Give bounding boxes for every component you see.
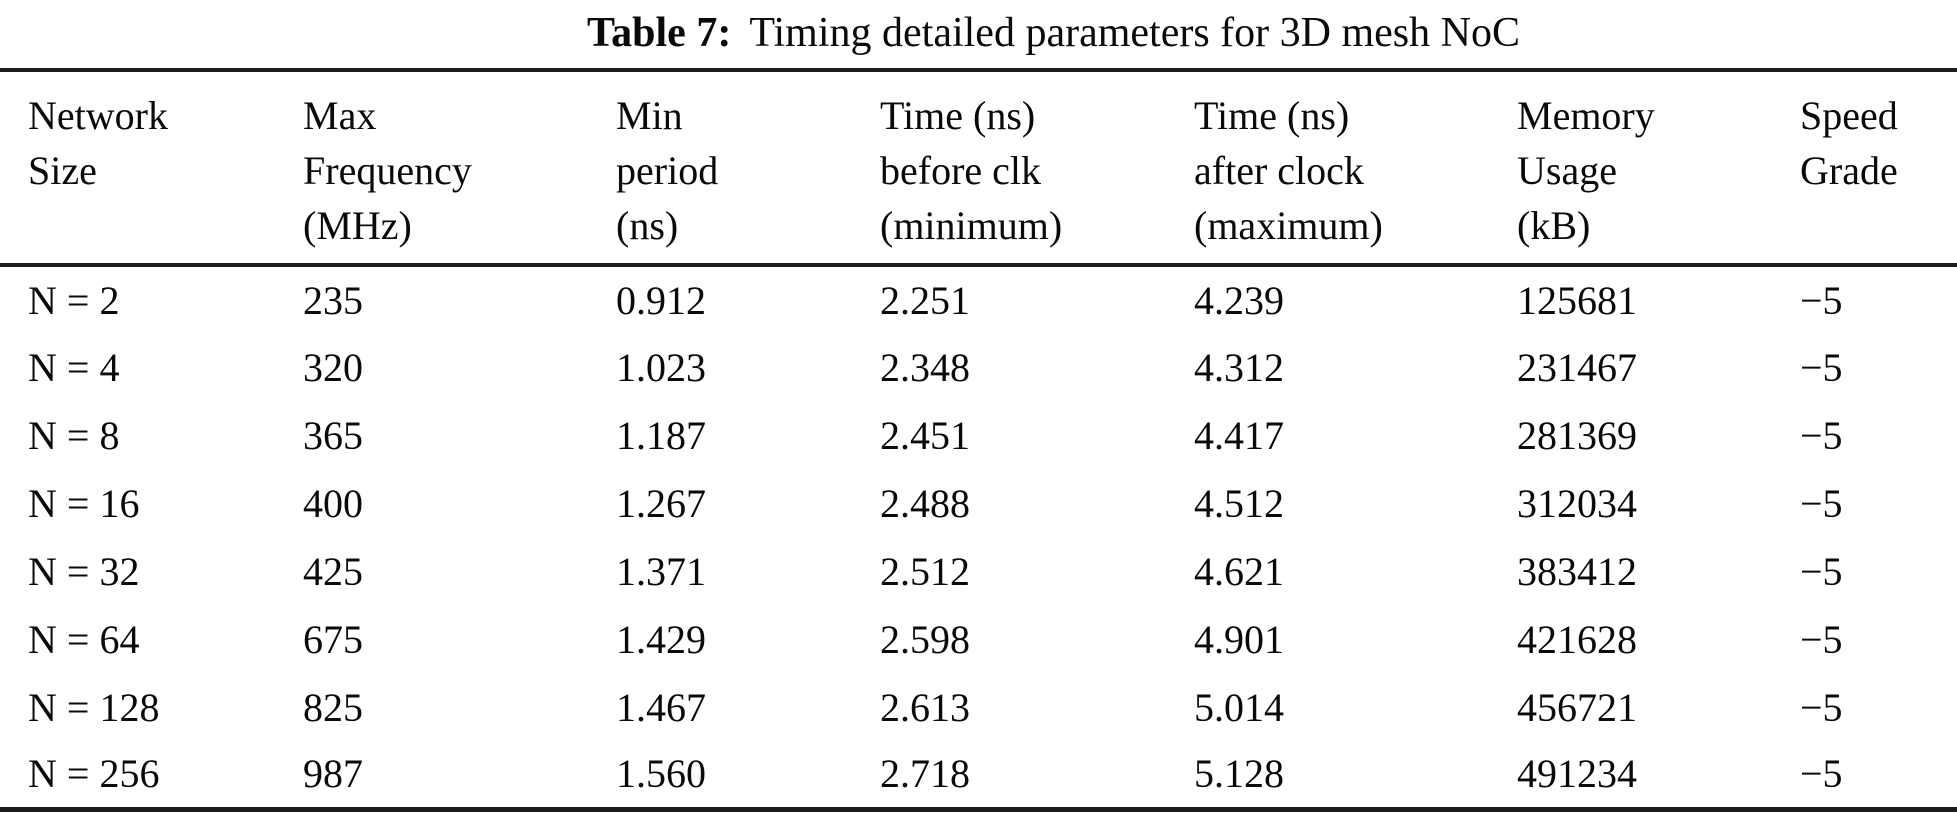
cell-network-size: N = 16 (28, 480, 140, 526)
cell-network-size: N = 4 (28, 344, 120, 390)
table-header-row: Network Size Max Frequency (MHz) Min per… (0, 70, 1957, 267)
column-header-speed-grade: Speed Grade (1800, 70, 1957, 267)
cell-time-before-clk: 2.348 (880, 344, 970, 390)
cell-memory-usage: 421628 (1517, 616, 1637, 662)
cell-time-before-clk: 2.251 (880, 277, 970, 323)
cell-min-period: 1.429 (616, 616, 706, 662)
cell-time-before-clk: 2.512 (880, 548, 970, 594)
cell-max-frequency: 425 (303, 548, 363, 594)
cell-time-before-clk: 2.718 (880, 751, 970, 797)
table-row: N = 256 987 1.560 2.718 5.128 491234 −5 (0, 741, 1957, 809)
table-row: N = 32 425 1.371 2.512 4.621 383412 −5 (0, 537, 1957, 605)
cell-min-period: 1.467 (616, 684, 706, 730)
column-header-network-size: Network Size (0, 70, 303, 267)
cell-max-frequency: 825 (303, 684, 363, 730)
cell-speed-grade: −5 (1800, 412, 1843, 458)
cell-memory-usage: 281369 (1517, 412, 1637, 458)
cell-memory-usage: 312034 (1517, 480, 1637, 526)
column-header-max-frequency: Max Frequency (MHz) (303, 70, 616, 267)
cell-max-frequency: 987 (303, 751, 363, 797)
cell-min-period: 1.187 (616, 412, 706, 458)
table-row: N = 4 320 1.023 2.348 4.312 231467 −5 (0, 333, 1957, 401)
cell-speed-grade: −5 (1800, 548, 1843, 594)
cell-speed-grade: −5 (1800, 751, 1843, 797)
cell-time-after-clock: 4.239 (1194, 277, 1284, 323)
cell-max-frequency: 320 (303, 344, 363, 390)
table-caption-number: Table 7: (587, 10, 732, 56)
cell-memory-usage: 383412 (1517, 548, 1637, 594)
column-header-memory-usage: Memory Usage (kB) (1517, 70, 1800, 267)
cell-speed-grade: −5 (1800, 277, 1843, 323)
cell-min-period: 1.371 (616, 548, 706, 594)
column-header-min-period: Min period (ns) (616, 70, 880, 267)
cell-time-before-clk: 2.451 (880, 412, 970, 458)
cell-network-size: N = 8 (28, 412, 120, 458)
cell-min-period: 1.023 (616, 344, 706, 390)
cell-network-size: N = 32 (28, 548, 140, 594)
cell-time-after-clock: 5.014 (1194, 684, 1284, 730)
table-row: N = 2 235 0.912 2.251 4.239 125681 −5 (0, 265, 1957, 333)
cell-max-frequency: 235 (303, 277, 363, 323)
table-row: N = 64 675 1.429 2.598 4.901 421628 −5 (0, 605, 1957, 673)
cell-min-period: 0.912 (616, 277, 706, 323)
cell-speed-grade: −5 (1800, 480, 1843, 526)
cell-min-period: 1.267 (616, 480, 706, 526)
cell-time-after-clock: 4.417 (1194, 412, 1284, 458)
cell-time-after-clock: 4.512 (1194, 480, 1284, 526)
cell-time-after-clock: 4.901 (1194, 616, 1284, 662)
cell-memory-usage: 125681 (1517, 277, 1637, 323)
cell-network-size: N = 64 (28, 616, 140, 662)
cell-speed-grade: −5 (1800, 616, 1843, 662)
cell-time-before-clk: 2.613 (880, 684, 970, 730)
table-caption-text: Timing detailed parameters for 3D mesh N… (749, 10, 1520, 56)
cell-time-after-clock: 4.621 (1194, 548, 1284, 594)
cell-network-size: N = 256 (28, 751, 160, 797)
table-header: Network Size Max Frequency (MHz) Min per… (0, 70, 1957, 267)
cell-speed-grade: −5 (1800, 684, 1843, 730)
column-header-time-before-clk: Time (ns) before clk (minimum) (880, 70, 1194, 267)
cell-memory-usage: 456721 (1517, 684, 1637, 730)
table-row: N = 16 400 1.267 2.488 4.512 312034 −5 (0, 469, 1957, 537)
cell-max-frequency: 365 (303, 412, 363, 458)
cell-min-period: 1.560 (616, 751, 706, 797)
cell-max-frequency: 675 (303, 616, 363, 662)
table-body: N = 2 235 0.912 2.251 4.239 125681 −5 N … (0, 265, 1957, 809)
cell-memory-usage: 491234 (1517, 751, 1637, 797)
column-header-time-after-clock: Time (ns) after clock (maximum) (1194, 70, 1517, 267)
table-row: N = 8 365 1.187 2.451 4.417 281369 −5 (0, 401, 1957, 469)
table-row: N = 128 825 1.467 2.613 5.014 456721 −5 (0, 673, 1957, 741)
cell-network-size: N = 128 (28, 684, 160, 730)
cell-time-before-clk: 2.488 (880, 480, 970, 526)
cell-network-size: N = 2 (28, 277, 120, 323)
cell-max-frequency: 400 (303, 480, 363, 526)
timing-parameters-table: Network Size Max Frequency (MHz) Min per… (0, 68, 1957, 812)
cell-time-before-clk: 2.598 (880, 616, 970, 662)
cell-memory-usage: 231467 (1517, 344, 1637, 390)
table-caption: Table 7: Timing detailed parameters for 3… (0, 0, 1957, 68)
cell-time-after-clock: 4.312 (1194, 344, 1284, 390)
cell-speed-grade: −5 (1800, 344, 1843, 390)
cell-time-after-clock: 5.128 (1194, 751, 1284, 797)
